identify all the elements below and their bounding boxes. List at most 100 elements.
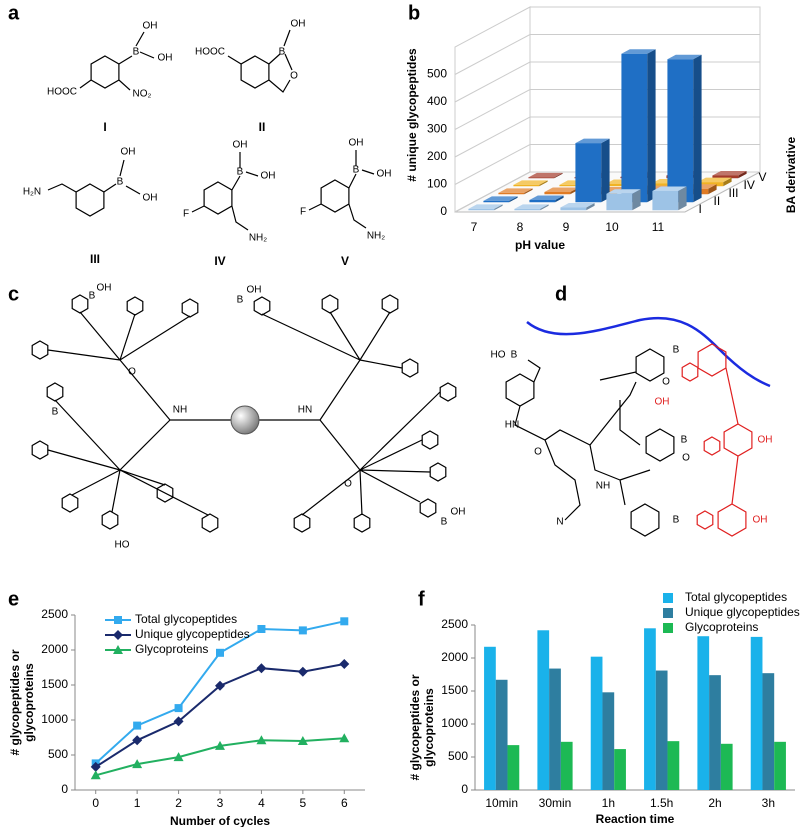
atom: NO₂	[133, 89, 152, 100]
atom: NH	[596, 481, 610, 492]
bar-side	[554, 172, 563, 179]
protein-chain	[526, 316, 771, 388]
atom: F	[300, 207, 306, 218]
y-tick-label: 2500	[41, 607, 68, 621]
dendrimer: B OH B HO B OH B OH NH HN O O	[31, 283, 466, 551]
x-axis-label: Reaction time	[596, 812, 675, 826]
bar-side	[678, 186, 687, 211]
bar	[709, 675, 721, 790]
x-tick-label: 10min	[485, 796, 518, 810]
bar-top	[667, 54, 702, 60]
bar-front	[528, 177, 555, 179]
x-tick-label: 2h	[708, 796, 721, 810]
y-tick-label: 1000	[441, 716, 468, 730]
bar-side	[586, 203, 595, 211]
atom: OH	[291, 19, 306, 30]
bar	[720, 743, 733, 790]
bonds	[191, 152, 259, 231]
legend-label: Unique glycopeptides	[685, 605, 800, 619]
atom: B	[673, 515, 680, 526]
atom: O	[534, 447, 542, 458]
legend-marker	[113, 630, 123, 640]
y-tick-label: 300	[427, 122, 447, 136]
bar-side	[601, 138, 610, 203]
legend-label: II	[714, 194, 721, 208]
bar-front	[575, 143, 602, 203]
binding-scheme: HO B HN NH O N B B B OH OH OH O O	[491, 316, 773, 537]
bonds	[47, 159, 141, 195]
atom: B	[681, 435, 688, 446]
bar-side	[509, 196, 518, 203]
compound: B OH OH F NH₂ IV	[183, 140, 276, 269]
panel-label: e	[8, 588, 19, 610]
x-tick-label: 1.5h	[650, 796, 673, 810]
x-tick-label: 0	[92, 796, 99, 810]
atom: B	[441, 517, 448, 528]
y-tick-label: 0	[61, 782, 68, 796]
atom: NH₂	[367, 231, 385, 242]
legend-label: I	[699, 202, 702, 216]
linkers	[47, 311, 441, 516]
bar-front	[712, 175, 739, 179]
y-tick-label: 1500	[441, 683, 468, 697]
bar-side	[494, 204, 503, 211]
glycan-links	[725, 367, 739, 505]
bar-side	[693, 54, 702, 203]
bar-top	[529, 195, 564, 201]
ring	[645, 428, 675, 462]
bar-front	[513, 184, 540, 187]
bar	[774, 741, 786, 790]
bar	[697, 177, 732, 187]
compound: B OH OH HOOC NO₂ I	[47, 21, 173, 135]
bar	[537, 630, 550, 790]
legend-marker	[114, 616, 122, 624]
bar	[560, 741, 573, 790]
compound-label: I	[103, 120, 106, 134]
z-axis-label: BA derivative	[784, 137, 798, 214]
bar-side	[539, 180, 548, 187]
point	[297, 666, 308, 677]
bar	[549, 668, 561, 790]
legend-swatch	[663, 608, 673, 618]
bar-top	[544, 187, 579, 193]
atom: OH	[233, 140, 248, 151]
atom: F	[183, 209, 189, 220]
x-tick-label: 11	[652, 220, 665, 234]
bonds	[227, 29, 293, 93]
compound: B OH OH H₂N III	[23, 147, 158, 267]
atom: H₂N	[23, 187, 41, 198]
bar	[495, 679, 508, 790]
y-tick-label: 100	[427, 177, 447, 191]
bar-top	[697, 177, 732, 183]
bar	[614, 749, 626, 790]
bar	[560, 203, 595, 211]
y-tick-label: 1000	[41, 712, 68, 726]
bar-top	[513, 180, 548, 185]
bar	[498, 188, 533, 195]
bar	[621, 49, 656, 203]
atom: OH	[655, 397, 670, 408]
panel-label: d	[555, 283, 567, 305]
bar	[484, 646, 496, 790]
x-tick-label: 5	[300, 796, 307, 810]
ring	[75, 183, 105, 217]
atom: B	[52, 407, 59, 418]
x-tick-label: 2	[175, 796, 182, 810]
legend-label: IV	[744, 178, 755, 192]
point	[215, 740, 225, 750]
y-axis-label: # glycopeptides or	[408, 674, 422, 780]
panel-label: a	[8, 2, 20, 24]
bar-top	[528, 172, 563, 178]
atom: O	[128, 367, 136, 378]
point	[297, 736, 308, 745]
bar-top	[606, 189, 641, 194]
series-line	[95, 663, 345, 768]
atom: O	[682, 453, 690, 464]
y-axis-label: # unique glycopeptides	[405, 48, 419, 182]
compound-label: V	[341, 254, 349, 268]
legend-swatch	[663, 593, 673, 603]
legend-label: Glycoproteins	[685, 620, 758, 634]
point	[339, 733, 350, 743]
point	[256, 663, 267, 674]
bar-front	[667, 59, 694, 203]
